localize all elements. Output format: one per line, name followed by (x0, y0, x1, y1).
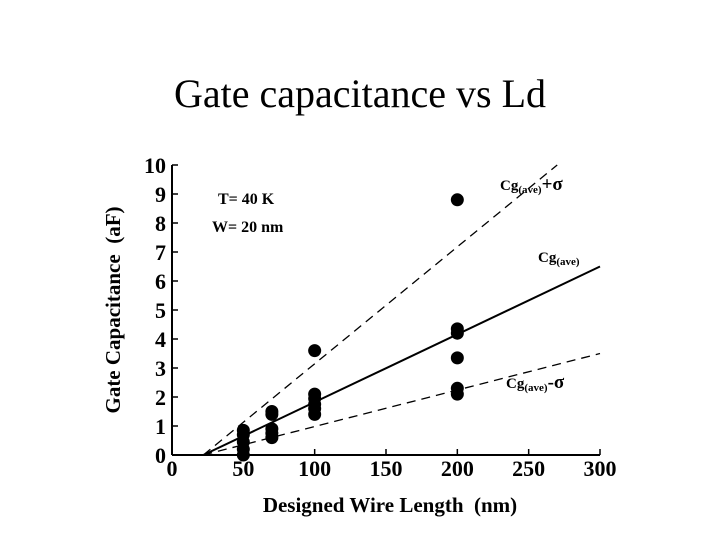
x-tick-label: 50 (232, 456, 254, 481)
x-axis-ticks: 0 50 100 150 200 250 300 (167, 449, 617, 481)
y-tick-label: 0 (155, 443, 166, 468)
temperature-annotation: T= 40 K (218, 191, 275, 208)
y-tick-label: 9 (155, 182, 166, 207)
y-tick-label: 4 (155, 327, 166, 352)
fit-lines (202, 164, 601, 456)
y-tick-label: 1 (155, 414, 166, 439)
y-tick-label: 2 (155, 385, 166, 410)
y-tick-label: 10 (144, 153, 166, 178)
series-label: Cg(ave)-σ (506, 372, 565, 394)
series-labels: Cg(ave)+σ Cg(ave) Cg(ave)-σ (500, 174, 580, 394)
x-axis-title: Designed Wire Length (nm) (263, 493, 517, 517)
x-tick-label: 300 (584, 456, 617, 481)
y-tick-label: 5 (155, 298, 166, 323)
x-tick-label: 200 (441, 456, 474, 481)
y-tick-label: 8 (155, 211, 166, 236)
series-line (202, 164, 558, 456)
data-point (450, 381, 464, 395)
y-tick-label: 6 (155, 269, 166, 294)
data-point (450, 351, 464, 365)
y-axis-ticks: 0 1 2 3 4 5 6 7 8 9 10 (144, 153, 178, 468)
data-point (308, 344, 322, 358)
data-point (450, 322, 464, 336)
data-points (236, 193, 464, 462)
slide-title: Gate capacitance vs Ld (173, 71, 546, 116)
y-tick-label: 3 (155, 356, 166, 381)
x-tick-label: 250 (512, 456, 545, 481)
series-label: Cg(ave)+σ (500, 174, 563, 196)
series-line (202, 265, 601, 456)
series-label: Cg(ave) (538, 250, 580, 268)
width-annotation: W= 20 nm (212, 219, 284, 236)
x-tick-label: 150 (370, 456, 403, 481)
data-point (265, 405, 279, 418)
series-line (203, 352, 601, 456)
data-point (236, 423, 250, 437)
data-point (308, 387, 322, 401)
x-tick-label: 0 (167, 456, 178, 481)
y-tick-label: 7 (155, 240, 166, 265)
data-point (265, 422, 279, 436)
plot-frame (171, 165, 600, 456)
x-tick-label: 100 (298, 456, 331, 481)
data-point (450, 193, 464, 207)
y-axis-title: Gate Capacitance (aF) (101, 206, 125, 413)
